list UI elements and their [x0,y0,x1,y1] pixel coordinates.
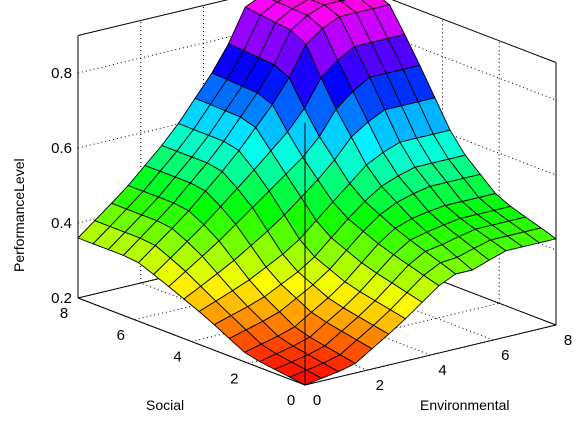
x-tick-label: 0 [313,392,321,409]
box-edge [304,324,557,386]
grid-line-floor-x [266,252,494,341]
grid-line-floor-x [203,267,431,356]
box-edge [77,0,229,36]
x-tick-label: 2 [376,377,384,394]
y-axis-label: Social [146,397,184,413]
box-edge [77,297,306,386]
y-tick-label: 2 [230,370,238,387]
axes-front-lines [77,35,306,385]
y-tick-label: 8 [60,305,68,322]
surface-mesh [77,0,557,386]
x-axis-label: Environmental [420,397,510,413]
y-tick-label: 6 [117,327,125,344]
z-tick-label: 0.2 [51,290,72,307]
x-tick-label: 6 [501,347,509,364]
z-tick-label: 0.4 [51,215,72,232]
surface-facet [289,369,323,386]
z-tick-label: 0.8 [51,65,72,82]
y-tick-label: 4 [173,349,181,366]
x-tick-label: 8 [564,332,572,349]
x-tick-label: 4 [438,362,446,379]
z-axis-label: PerformanceLevel [11,158,27,272]
z-tick-label: 0.6 [51,140,72,157]
box-edge [391,0,557,63]
y-tick-label: 0 [287,392,295,409]
